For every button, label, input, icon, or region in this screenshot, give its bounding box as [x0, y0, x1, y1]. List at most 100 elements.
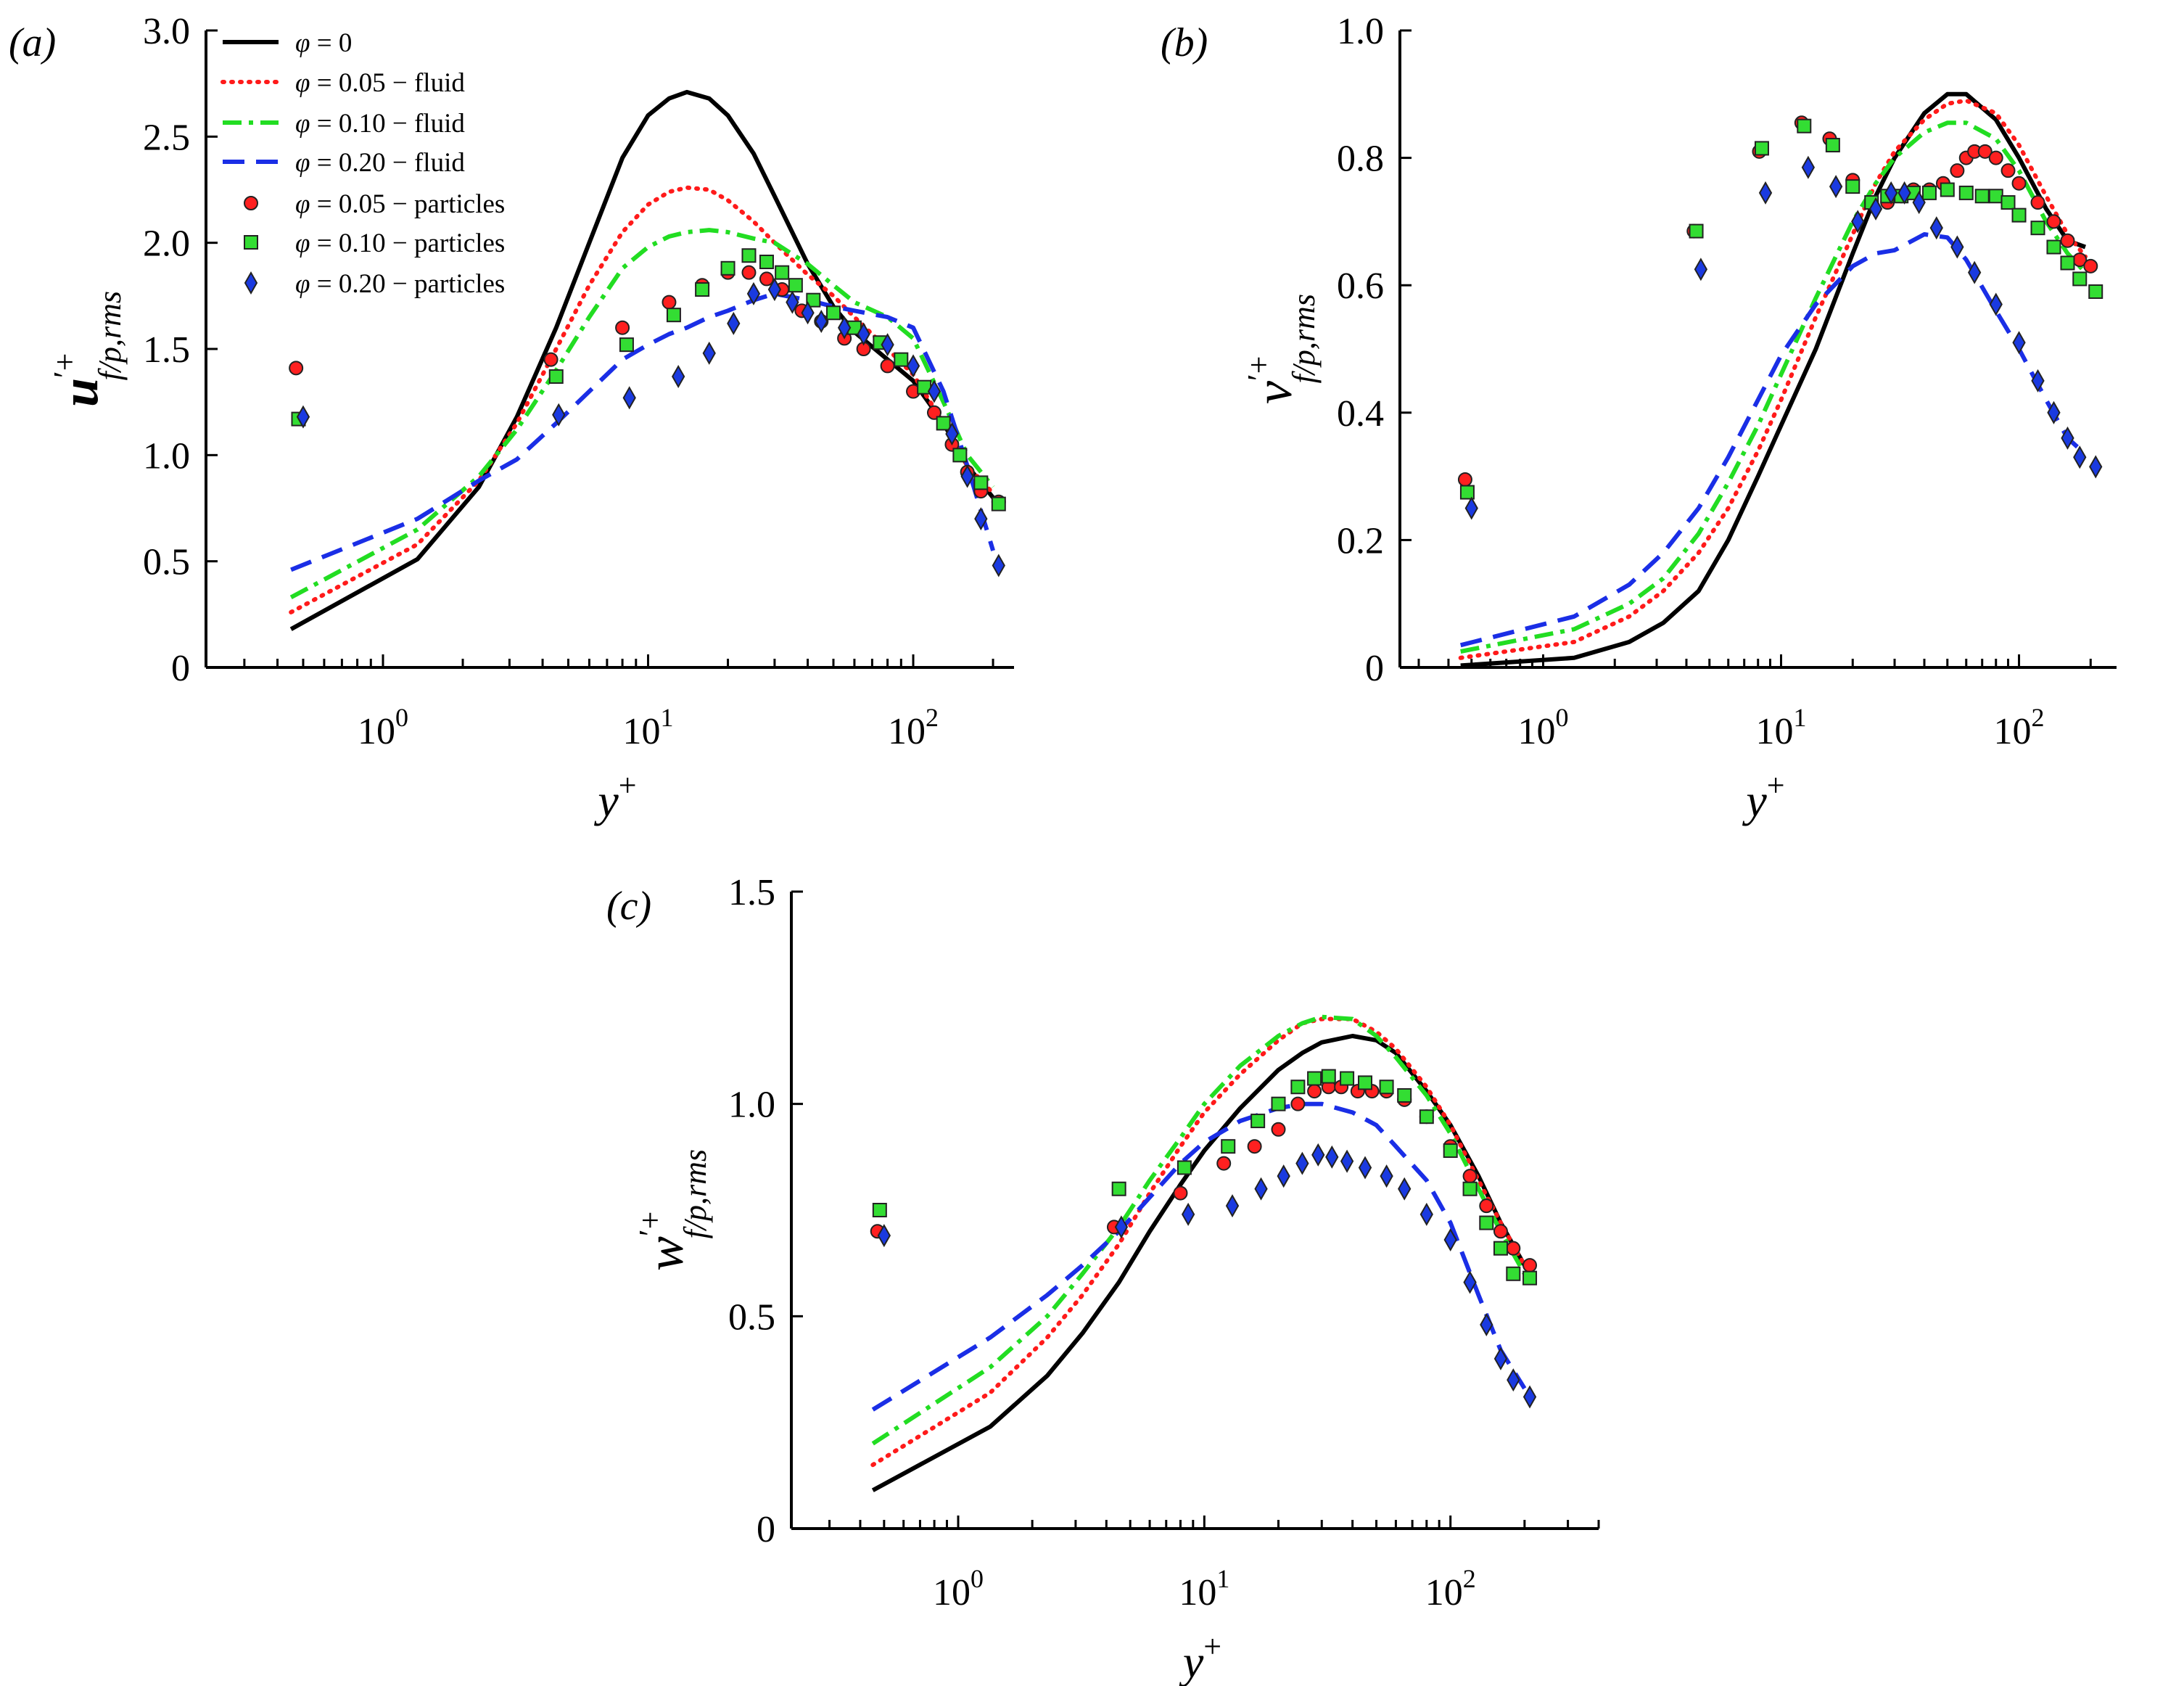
marker-circle	[1522, 1258, 1538, 1273]
marker-diamond	[877, 1224, 891, 1248]
marker-diamond	[857, 322, 870, 346]
x-axis-title-sup: +	[1767, 768, 1785, 803]
marker-diamond	[1295, 1151, 1309, 1175]
marker-diamond	[1340, 1149, 1354, 1173]
legend-label-text: = 0.20 − fluid	[310, 148, 465, 178]
marker-diamond	[1801, 155, 1816, 179]
y-axis-title-base: w	[636, 1236, 694, 1271]
marker-circle	[2000, 163, 2016, 178]
marker-square	[1250, 1114, 1266, 1129]
marker-diamond	[1358, 1156, 1372, 1180]
y-axis-title-sub: f/p,rms	[92, 291, 128, 380]
marker-diamond	[1443, 1228, 1457, 1251]
marker-diamond	[2031, 369, 2045, 392]
marker-circle	[1457, 472, 1472, 487]
series-line-f010	[289, 228, 995, 600]
marker-diamond	[727, 311, 741, 335]
marker-square	[1845, 179, 1860, 194]
panel-label: (b)	[1161, 20, 1208, 65]
marker-square	[1797, 118, 1812, 133]
marker-diamond	[1493, 1346, 1508, 1370]
legend: φ = 0 φ = 0.05 − fluid φ = 0.10 − fluid φ =…	[221, 28, 505, 299]
marker-square	[759, 255, 774, 270]
marker-square	[1974, 189, 1990, 204]
marker-diamond	[1254, 1177, 1268, 1201]
marker-diamond	[1758, 181, 1773, 205]
marker-square	[2088, 284, 2103, 299]
legend-symbol: φ	[295, 189, 310, 219]
y-tick-label: 0	[171, 648, 190, 689]
series-markers-p020	[877, 1143, 1537, 1409]
marker-square	[1689, 223, 1704, 239]
marker-diamond	[1897, 181, 1911, 205]
x-tick-label: 102	[888, 703, 939, 752]
legend-label-text: = 0.20 − particles	[310, 269, 505, 299]
marker-diamond	[927, 379, 941, 403]
marker-square	[1825, 138, 1840, 153]
marker-square	[2060, 255, 2075, 271]
marker-diamond	[815, 309, 828, 333]
x-tick-label: 100	[1517, 703, 1568, 752]
marker-diamond	[1464, 496, 1478, 520]
marker-circle	[1506, 1241, 1521, 1256]
marker-diamond	[1380, 1164, 1393, 1188]
tick-exponent: 2	[1463, 1564, 1476, 1593]
x-axis-title: y+	[1742, 768, 1784, 826]
legend-entry-f005: φ = 0.05 − fluid	[221, 68, 465, 98]
marker-square	[695, 282, 710, 297]
marker-circle	[741, 265, 757, 280]
marker-diamond	[2047, 400, 2061, 424]
x-tick-label: 101	[1756, 703, 1807, 752]
marker-circle	[1307, 1084, 1322, 1099]
marker-square	[806, 292, 821, 308]
y-axis-title: w′+ f/p,rms	[632, 1149, 713, 1271]
marker-diamond	[2073, 445, 2087, 469]
marker-square	[872, 1203, 887, 1217]
legend-label-text: = 0.10 − fluid	[310, 109, 465, 139]
marker-diamond	[1968, 260, 1982, 284]
marker-square	[1340, 1071, 1355, 1086]
marker-diamond	[1694, 258, 1708, 281]
legend-label: φ = 0.10 − particles	[295, 229, 505, 258]
series-line-f010	[1460, 120, 2088, 654]
marker-square	[775, 265, 790, 280]
legend-entry-f020: φ = 0.20 − fluid	[223, 148, 465, 178]
marker-square	[1321, 1069, 1336, 1084]
y-tick-label: 1.0	[1337, 11, 1384, 52]
x-tick-label: 100	[933, 1564, 984, 1613]
marker-diamond	[945, 422, 959, 446]
marker-diamond	[1912, 191, 1926, 215]
marker-diamond	[1851, 210, 1865, 234]
series-line-f005	[1458, 98, 2088, 660]
marker-square	[1459, 485, 1475, 500]
marker-square	[1419, 1109, 1434, 1124]
marker-diamond	[1884, 181, 1898, 205]
marker-square	[1307, 1071, 1322, 1086]
x-tick-label: 101	[1179, 1564, 1229, 1613]
series-line-phi0	[1460, 91, 2087, 668]
marker-square	[2030, 221, 2045, 236]
marker-diamond	[2089, 455, 2103, 479]
marker-diamond	[786, 290, 799, 314]
legend-entry-phi0: φ = 0	[223, 28, 352, 58]
y-axis-title-sub: f/p,rms	[677, 1149, 713, 1238]
marker-circle	[1988, 150, 2003, 165]
marker-square	[952, 448, 968, 463]
series-line-f020	[1459, 232, 2088, 648]
legend-label: φ = 0	[295, 28, 352, 58]
legend-symbol: φ	[295, 28, 310, 58]
marker-circle	[662, 295, 677, 310]
marker-diamond	[906, 354, 920, 378]
marker-diamond	[1868, 197, 1883, 221]
series-line-phi0	[871, 1034, 1527, 1492]
marker-square	[666, 308, 681, 323]
x-tick-label: 101	[623, 703, 674, 752]
legend-symbol: φ	[295, 229, 310, 258]
marker-circle	[1290, 1096, 1306, 1111]
marker-diamond	[801, 301, 815, 325]
marker-square	[1221, 1139, 1236, 1154]
tick-exponent: 2	[2032, 703, 2045, 732]
series-line-f020	[290, 291, 995, 572]
marker-square	[1522, 1270, 1538, 1286]
